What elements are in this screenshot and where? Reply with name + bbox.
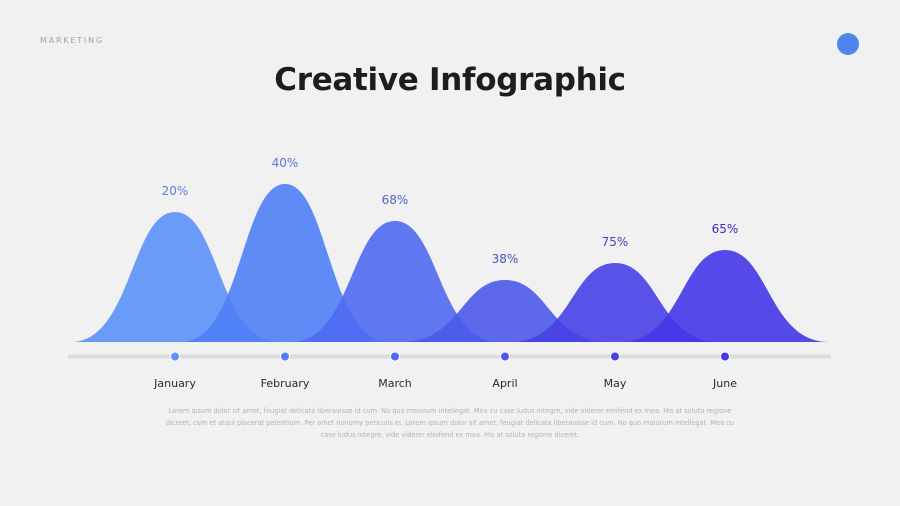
- value-label-february: 40%: [272, 156, 299, 170]
- value-label-march: 68%: [382, 193, 409, 207]
- timeline-dots: [170, 351, 730, 362]
- timeline-dot-may: [610, 351, 620, 362]
- month-label-january: January: [153, 377, 196, 390]
- timeline-dot-march: [390, 351, 400, 362]
- menu-dot-button[interactable]: [837, 33, 859, 55]
- month-label-march: March: [378, 377, 412, 390]
- value-label-june: 65%: [712, 222, 739, 236]
- timeline-dot-june: [720, 351, 730, 362]
- timeline-month-labels: January February March April May June: [153, 377, 737, 390]
- chart-peaks: [71, 184, 829, 342]
- description-text: Lorem ipsum dolor sit amet, feugiat deli…: [165, 407, 735, 439]
- month-label-may: May: [604, 377, 627, 390]
- timeline-track: [68, 354, 831, 359]
- value-label-may: 75%: [602, 235, 629, 249]
- section-kicker: MARKETING: [40, 36, 104, 45]
- month-label-february: February: [261, 377, 310, 390]
- value-label-april: 38%: [492, 252, 519, 266]
- peak-february: [181, 184, 389, 342]
- timeline-dot-february: [280, 351, 290, 362]
- chart-value-labels: 20% 40% 68% 38% 75% 65%: [162, 156, 739, 266]
- page-title: Creative Infographic: [274, 62, 626, 98]
- month-label-june: June: [712, 377, 737, 390]
- timeline-dot-april: [500, 351, 510, 362]
- peak-march: [291, 221, 499, 342]
- value-label-january: 20%: [162, 184, 189, 198]
- month-label-april: April: [492, 377, 517, 390]
- peak-june: [621, 250, 829, 342]
- timeline-dot-january: [170, 351, 180, 362]
